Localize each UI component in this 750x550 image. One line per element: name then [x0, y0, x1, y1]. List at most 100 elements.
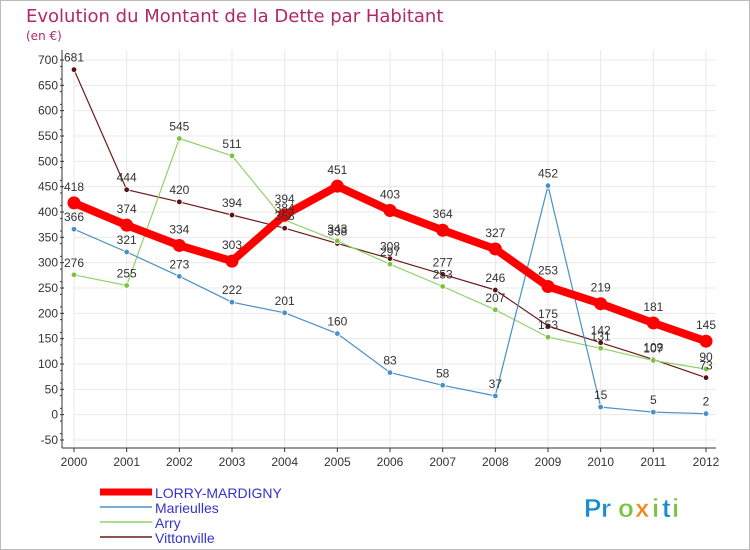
x-tick-label: 2006	[377, 455, 404, 469]
data-point	[330, 179, 344, 193]
legend-label: Marieulles	[155, 500, 219, 516]
data-label: 15	[594, 388, 608, 402]
y-tick-label: 450	[38, 180, 58, 194]
data-label: 90	[699, 350, 713, 364]
data-point	[492, 306, 499, 313]
data-point	[176, 135, 183, 142]
x-tick-label: 2003	[219, 455, 246, 469]
y-tick-label: 500	[38, 154, 58, 168]
data-point	[702, 374, 710, 381]
data-label: 545	[169, 120, 189, 134]
data-point	[228, 211, 236, 219]
data-point	[699, 334, 713, 348]
data-label: 297	[380, 245, 400, 259]
data-label: 83	[383, 354, 397, 368]
x-tick-label: 2007	[429, 455, 456, 469]
x-tick-label: 2009	[535, 455, 562, 469]
data-label: 37	[489, 377, 503, 391]
data-label: 201	[275, 294, 295, 308]
data-label: 276	[64, 256, 84, 270]
data-point	[594, 297, 608, 311]
x-tick-label: 2012	[693, 455, 720, 469]
y-tick-label: 200	[38, 306, 58, 320]
data-label: 175	[538, 307, 558, 321]
data-label: 181	[643, 300, 663, 314]
data-label: 444	[117, 171, 137, 185]
logo-letter: x	[635, 493, 650, 523]
y-tick-label: 250	[38, 281, 58, 295]
data-label: 2	[703, 395, 710, 409]
data-label: 253	[538, 263, 558, 277]
data-label: 222	[222, 283, 242, 297]
y-tick-label: 50	[45, 382, 59, 396]
data-label: 364	[433, 207, 453, 221]
data-label: 394	[275, 192, 295, 206]
data-point	[492, 286, 499, 294]
data-point	[386, 260, 394, 268]
data-label: 343	[327, 222, 347, 236]
series-layer	[67, 66, 713, 417]
data-label: 384	[275, 201, 295, 215]
data-point	[172, 238, 186, 252]
data-label: 255	[117, 266, 137, 280]
data-point	[225, 254, 239, 268]
data-label: 109	[643, 340, 663, 354]
logo-letter: t	[662, 493, 671, 523]
y-tick-label: 300	[38, 256, 58, 270]
data-label: 58	[436, 366, 450, 380]
data-label: 207	[485, 291, 505, 305]
data-point	[123, 186, 130, 193]
data-label: 394	[222, 196, 242, 210]
data-label: 303	[222, 238, 242, 252]
x-tick-label: 2011	[640, 455, 666, 469]
x-tick-label: 2004	[271, 455, 298, 469]
logo-letter: i	[652, 493, 659, 523]
data-point	[597, 345, 604, 352]
data-point	[176, 198, 183, 206]
data-label: 153	[538, 318, 558, 332]
data-label: 273	[169, 257, 189, 271]
data-point	[228, 152, 236, 159]
data-point	[439, 271, 446, 278]
legend-label: Arry	[155, 515, 181, 531]
data-point	[544, 322, 552, 330]
legend-label: Vittonville	[155, 530, 215, 546]
data-label: 681	[64, 51, 84, 65]
data-label: 338	[327, 224, 347, 238]
y-tick-label: 100	[38, 357, 58, 371]
data-point	[70, 271, 78, 279]
data-label: 160	[327, 315, 347, 329]
data-point	[123, 282, 130, 289]
data-point	[646, 316, 660, 330]
data-point	[67, 196, 81, 210]
data-point	[436, 223, 450, 237]
x-tick-label: 2010	[587, 455, 614, 469]
data-point	[281, 225, 288, 232]
data-point	[123, 248, 130, 256]
data-point	[278, 208, 292, 222]
legend-label: LORRY-MARDIGNY	[155, 485, 282, 501]
data-label: 308	[380, 240, 400, 254]
y-tick-label: 700	[38, 53, 58, 67]
data-point	[541, 279, 555, 293]
logo-letter: i	[672, 493, 679, 523]
x-tick-label: 2001	[113, 455, 140, 469]
data-label: 253	[433, 267, 453, 281]
y-tick-label: 600	[38, 104, 58, 118]
data-label: 334	[169, 222, 189, 236]
y-tick-label: 550	[38, 129, 58, 143]
data-point	[597, 403, 604, 411]
y-tick-label: 150	[38, 332, 58, 346]
unit-label: (en €)	[26, 29, 62, 43]
logo-letter: P	[584, 493, 601, 523]
y-tick-label: 650	[38, 78, 58, 92]
data-label: 368	[275, 209, 295, 223]
y-tick-label: 400	[38, 205, 58, 219]
data-point	[650, 408, 657, 416]
data-point	[228, 298, 236, 306]
x-tick-label: 2002	[166, 455, 193, 469]
